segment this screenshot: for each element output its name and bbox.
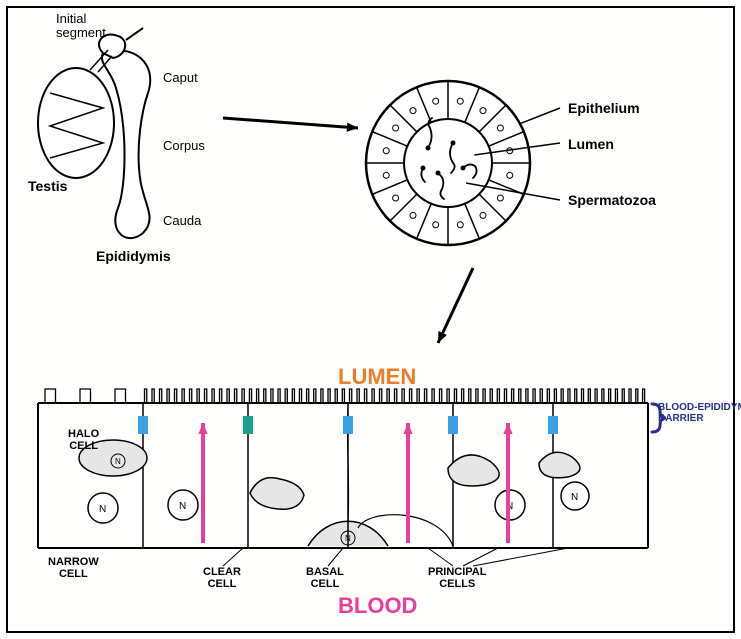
svg-text:N: N <box>115 457 121 466</box>
label-halo: HALO CELL <box>68 428 99 452</box>
svg-text:N: N <box>345 534 351 543</box>
epithelium-panel: NNNNNN <box>38 389 666 566</box>
label-caput: Caput <box>163 70 198 85</box>
label-principal: PRINCIPAL CELLS <box>428 566 486 590</box>
label-narrow: NARROW CELL <box>48 556 99 580</box>
label-basal: BASAL CELL <box>306 566 344 590</box>
label-initial-segment: Initial segment <box>56 12 106 41</box>
svg-text:N: N <box>571 492 578 503</box>
title-blood: BLOOD <box>338 593 417 619</box>
label-epithelium: Epithelium <box>568 100 640 116</box>
svg-text:N: N <box>99 504 106 515</box>
label-cauda: Cauda <box>163 213 201 228</box>
cross-section-icon <box>366 81 560 245</box>
testis-epididymis-icon <box>38 28 150 238</box>
label-epididymis: Epididymis <box>96 248 171 264</box>
label-testis: Testis <box>28 178 67 194</box>
title-lumen: LUMEN <box>338 364 416 390</box>
label-clear: CLEAR CELL <box>203 566 241 590</box>
label-corpus: Corpus <box>163 138 205 153</box>
label-lumen: Lumen <box>568 136 614 152</box>
label-spermatozoa: Spermatozoa <box>568 192 656 208</box>
svg-text:N: N <box>179 501 186 512</box>
label-barrier: BLOOD-EPIDIDYMIS BARRIER <box>658 402 741 424</box>
